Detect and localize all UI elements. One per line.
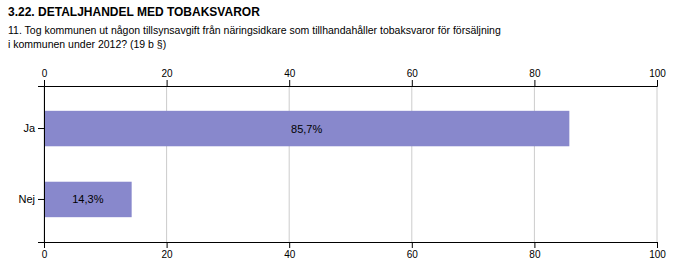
tick: 60 <box>407 242 419 260</box>
tick-label: 0 <box>42 68 48 79</box>
y-axis: Ja Nej <box>18 87 44 243</box>
tick: 60 <box>407 68 419 86</box>
tick-label: Nej <box>18 193 35 205</box>
axis-domain <box>45 243 658 249</box>
tick: 20 <box>162 68 174 86</box>
grid-line <box>534 86 535 242</box>
plot: 85,7% 14,3% 0 20 40 60 80 100 0 20 40 60 80 100 Ja Nej <box>18 68 666 260</box>
x-axis: 0 20 40 60 80 100 <box>42 242 667 260</box>
tick-mark <box>38 199 44 200</box>
tick-label: 60 <box>407 68 419 79</box>
tick-mark <box>534 242 535 248</box>
tick: 0 <box>42 68 48 86</box>
tick-mark <box>38 128 44 129</box>
x-axis: 0 20 40 60 80 100 <box>42 68 667 87</box>
chart: 3.22. DETALJHANDEL MED TOBAKSVAROR 11. To… <box>0 0 681 264</box>
tick: 40 <box>284 242 296 260</box>
tick-label: 40 <box>284 249 296 260</box>
data-labels: 85,7% 14,3% <box>72 123 322 206</box>
tick-mark <box>44 80 45 86</box>
grid-line <box>657 86 658 242</box>
tick-label: 20 <box>162 68 174 79</box>
tick-mark <box>289 242 290 248</box>
bars <box>44 111 569 217</box>
tick: 80 <box>529 242 541 260</box>
grid <box>44 86 657 242</box>
tick-label: 20 <box>162 249 174 260</box>
tick-label: 100 <box>649 68 666 79</box>
tick-label: 80 <box>529 68 541 79</box>
tick-mark <box>657 80 658 86</box>
data-label: 85,7% <box>291 123 322 135</box>
tick: 0 <box>42 242 48 260</box>
tick: 80 <box>529 68 541 86</box>
grid-line <box>289 86 290 242</box>
tick-mark <box>167 80 168 86</box>
tick-mark <box>534 80 535 86</box>
tick: 100 <box>649 68 666 86</box>
tick-label: 40 <box>284 68 296 79</box>
tick-label: 0 <box>42 249 48 260</box>
bar <box>44 111 569 146</box>
grid-line <box>166 86 167 242</box>
tick: 100 <box>649 242 666 260</box>
bar <box>44 182 132 217</box>
axis-domain <box>38 87 45 243</box>
tick: 20 <box>162 242 174 260</box>
tick-label: 80 <box>529 249 541 260</box>
tick-mark <box>412 242 413 248</box>
tick-mark <box>167 242 168 248</box>
tick-mark <box>657 242 658 248</box>
tick-label: 60 <box>407 249 419 260</box>
tick: 40 <box>284 68 296 86</box>
tick-label: 100 <box>649 249 666 260</box>
axis-domain <box>45 80 658 87</box>
subtitle: 11. Tog kommunen ut någon tillsynsavgift… <box>8 24 501 50</box>
data-label: 14,3% <box>72 193 103 205</box>
tick-label: Ja <box>23 122 36 134</box>
grid-line <box>411 86 412 242</box>
tick-mark <box>289 80 290 86</box>
tick: Nej <box>18 193 44 205</box>
tick: Ja <box>23 122 44 134</box>
title: 3.22. DETALJHANDEL MED TOBAKSVAROR <box>8 5 260 19</box>
tick-mark <box>412 80 413 86</box>
